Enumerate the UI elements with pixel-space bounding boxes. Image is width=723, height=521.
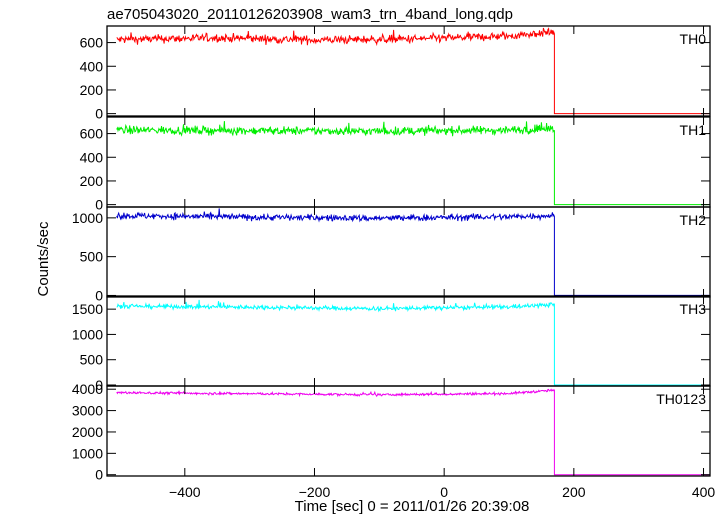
y-tick-label: 0 (95, 377, 103, 393)
y-tick-label: 4000 (72, 381, 103, 397)
panel-frame (106, 25, 711, 117)
series-line-th2 (116, 208, 709, 296)
y-tick-label: 0 (95, 106, 103, 122)
y-tick-label: 0 (95, 197, 103, 213)
y-tick-label: 200 (80, 173, 104, 189)
y-tick-label: 500 (80, 352, 104, 368)
panel-label-th3: TH3 (680, 301, 707, 317)
y-axis-title: Counts/sec (35, 221, 52, 297)
panel-th2: 0 500 1000 TH2 (72, 206, 711, 303)
panel-frame (106, 385, 711, 477)
y-tick-label: 600 (80, 126, 104, 142)
x-tick-label: −200 (299, 484, 331, 500)
y-tick-label: 2000 (72, 424, 103, 440)
y-tick-label: 500 (80, 249, 104, 265)
panel-label-th2: TH2 (680, 212, 707, 228)
series-line-th0 (116, 27, 709, 115)
y-tick-label: 400 (80, 58, 104, 74)
panel-frame (106, 206, 711, 298)
panel-th0123: 0 1000 2000 3000 4000 TH0123 (72, 381, 711, 483)
panel-label-th1: TH1 (680, 122, 707, 138)
x-tick-label: 400 (692, 484, 716, 500)
y-tick-label: 0 (95, 467, 103, 483)
panel-label-th0123: TH0123 (656, 391, 706, 407)
panel-label-th0: TH0 (680, 31, 707, 47)
x-axis-title: Time [sec] 0 = 2011/01/26 20:39:08 (295, 498, 530, 515)
x-tick-label: 200 (562, 484, 586, 500)
y-tick-label: 3000 (72, 403, 103, 419)
panel-th3: 0 500 1000 1500 TH3 (72, 295, 711, 393)
y-tick-label: 0 (95, 287, 103, 303)
y-tick-label: 1000 (72, 210, 103, 226)
y-tick-label: 1000 (72, 445, 103, 461)
series-line-th1 (116, 121, 709, 206)
y-tick-label: 200 (80, 82, 104, 98)
y-tick-label: 1000 (72, 326, 103, 342)
panel-th1: 0 200 400 600 TH1 (80, 116, 711, 213)
x-tick-label: −400 (169, 484, 201, 500)
chart-title: ae705043020_20110126203908_wam3_trn_4ban… (107, 6, 513, 23)
panel-th0: 0 200 400 600 TH0 (80, 25, 711, 122)
x-tick-label: 0 (440, 484, 448, 500)
panels-group: 0 200 400 600 TH0 0 200 400 600 TH1 0 500 1000 TH2 0 50… (72, 25, 716, 500)
y-tick-label: 400 (80, 149, 104, 165)
y-tick-label: 600 (80, 35, 104, 51)
y-tick-label: 1500 (72, 301, 103, 317)
series-line-th0123 (116, 388, 709, 476)
series-line-th3 (116, 299, 709, 386)
